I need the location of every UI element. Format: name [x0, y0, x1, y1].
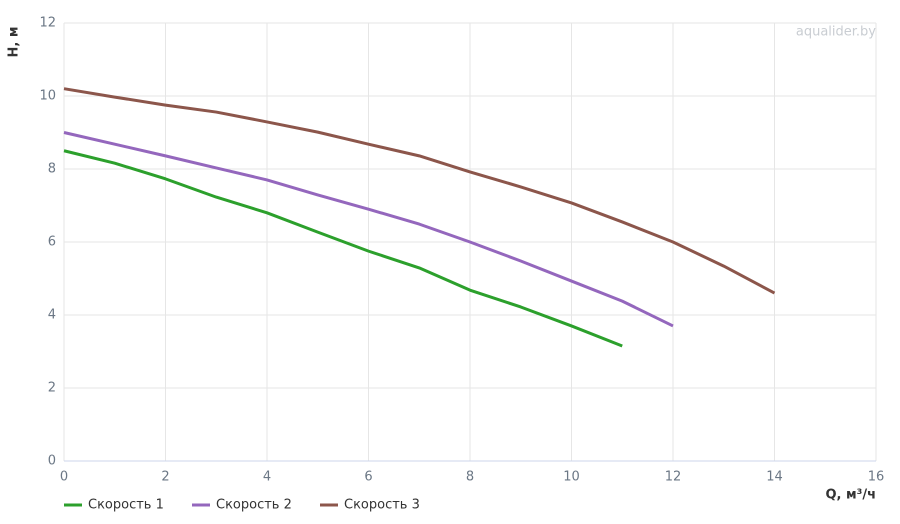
y-tick-label: 0 — [48, 454, 56, 469]
line-series — [63, 131, 674, 328]
x-tick-label: 16 — [868, 470, 885, 485]
line-series — [63, 149, 623, 348]
y-axis-title: H, м — [7, 27, 22, 58]
watermark: aqualider.by — [796, 25, 876, 40]
legend-label: Скорость 2 — [216, 498, 292, 513]
x-tick-label: 14 — [766, 470, 783, 485]
x-tick-label: 4 — [263, 470, 271, 485]
x-tick-label: 2 — [161, 470, 169, 485]
x-tick-label: 6 — [364, 470, 372, 485]
x-tick-label: 8 — [466, 470, 474, 485]
y-tick-label: 2 — [48, 381, 56, 396]
x-tick-label: 0 — [60, 470, 68, 485]
y-tick-label: 10 — [39, 89, 56, 104]
x-axis-title: Q, м³/ч — [825, 488, 876, 503]
x-tick-label: 10 — [563, 470, 580, 485]
y-tick-label: 8 — [48, 162, 56, 177]
line-series — [63, 87, 776, 295]
legend-label: Скорость 3 — [344, 498, 420, 513]
y-tick-label: 4 — [48, 308, 56, 323]
legend-label: Скорость 1 — [88, 498, 164, 513]
y-tick-label: 12 — [39, 16, 56, 31]
x-tick-label: 12 — [665, 470, 682, 485]
y-tick-label: 6 — [48, 235, 56, 250]
